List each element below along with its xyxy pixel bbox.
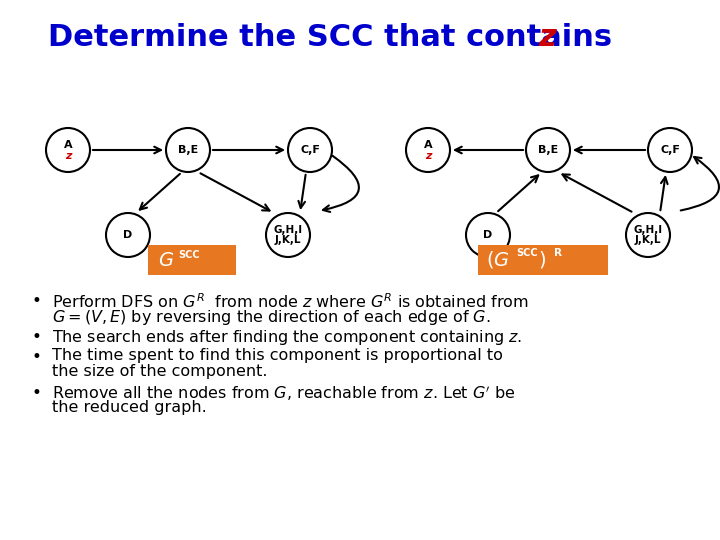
Text: •: • (32, 292, 42, 310)
Text: Perform DFS on $G^R$  from node $z$ where $G^R$ is obtained from: Perform DFS on $G^R$ from node $z$ where… (52, 292, 529, 310)
Circle shape (266, 213, 310, 257)
Circle shape (648, 128, 692, 172)
Text: C,F: C,F (660, 145, 680, 155)
Text: SCC: SCC (178, 250, 199, 260)
Text: z: z (538, 24, 556, 52)
Text: D: D (483, 230, 492, 240)
Circle shape (166, 128, 210, 172)
Text: The search ends after finding the component containing $z$.: The search ends after finding the compon… (52, 328, 522, 347)
Text: $(G$: $(G$ (486, 249, 510, 271)
Circle shape (626, 213, 670, 257)
Text: G,H,I: G,H,I (634, 225, 662, 235)
Text: Remove all the nodes from $G$, reachable from $z$. Let $G'$ be: Remove all the nodes from $G$, reachable… (52, 384, 516, 403)
Text: $G$: $G$ (158, 251, 174, 269)
Circle shape (466, 213, 510, 257)
Text: A: A (423, 140, 432, 150)
Circle shape (288, 128, 332, 172)
Text: the size of the component.: the size of the component. (52, 364, 268, 379)
Text: C,F: C,F (300, 145, 320, 155)
Circle shape (526, 128, 570, 172)
Circle shape (406, 128, 450, 172)
Text: J,K,L: J,K,L (635, 235, 661, 245)
Text: D: D (123, 230, 132, 240)
Text: The time spent to find this component is proportional to: The time spent to find this component is… (52, 348, 503, 363)
Text: z: z (65, 151, 71, 161)
Text: z: z (425, 151, 431, 161)
Text: •: • (32, 328, 42, 346)
Text: •: • (32, 384, 42, 402)
Text: R: R (554, 248, 562, 258)
Text: A: A (63, 140, 72, 150)
FancyBboxPatch shape (478, 245, 608, 275)
Circle shape (46, 128, 90, 172)
Text: B,E: B,E (178, 145, 198, 155)
Text: SCC: SCC (516, 248, 538, 258)
Text: B,E: B,E (538, 145, 558, 155)
Circle shape (106, 213, 150, 257)
Text: $)$: $)$ (538, 249, 546, 271)
Text: Determine the SCC that contains: Determine the SCC that contains (48, 24, 623, 52)
FancyBboxPatch shape (148, 245, 236, 275)
Text: •: • (32, 348, 42, 366)
Text: $G = (V, E)$ by reversing the direction of each edge of $G.$: $G = (V, E)$ by reversing the direction … (52, 308, 490, 327)
Text: G,H,I: G,H,I (274, 225, 302, 235)
Text: the reduced graph.: the reduced graph. (52, 400, 207, 415)
Text: J,K,L: J,K,L (275, 235, 301, 245)
